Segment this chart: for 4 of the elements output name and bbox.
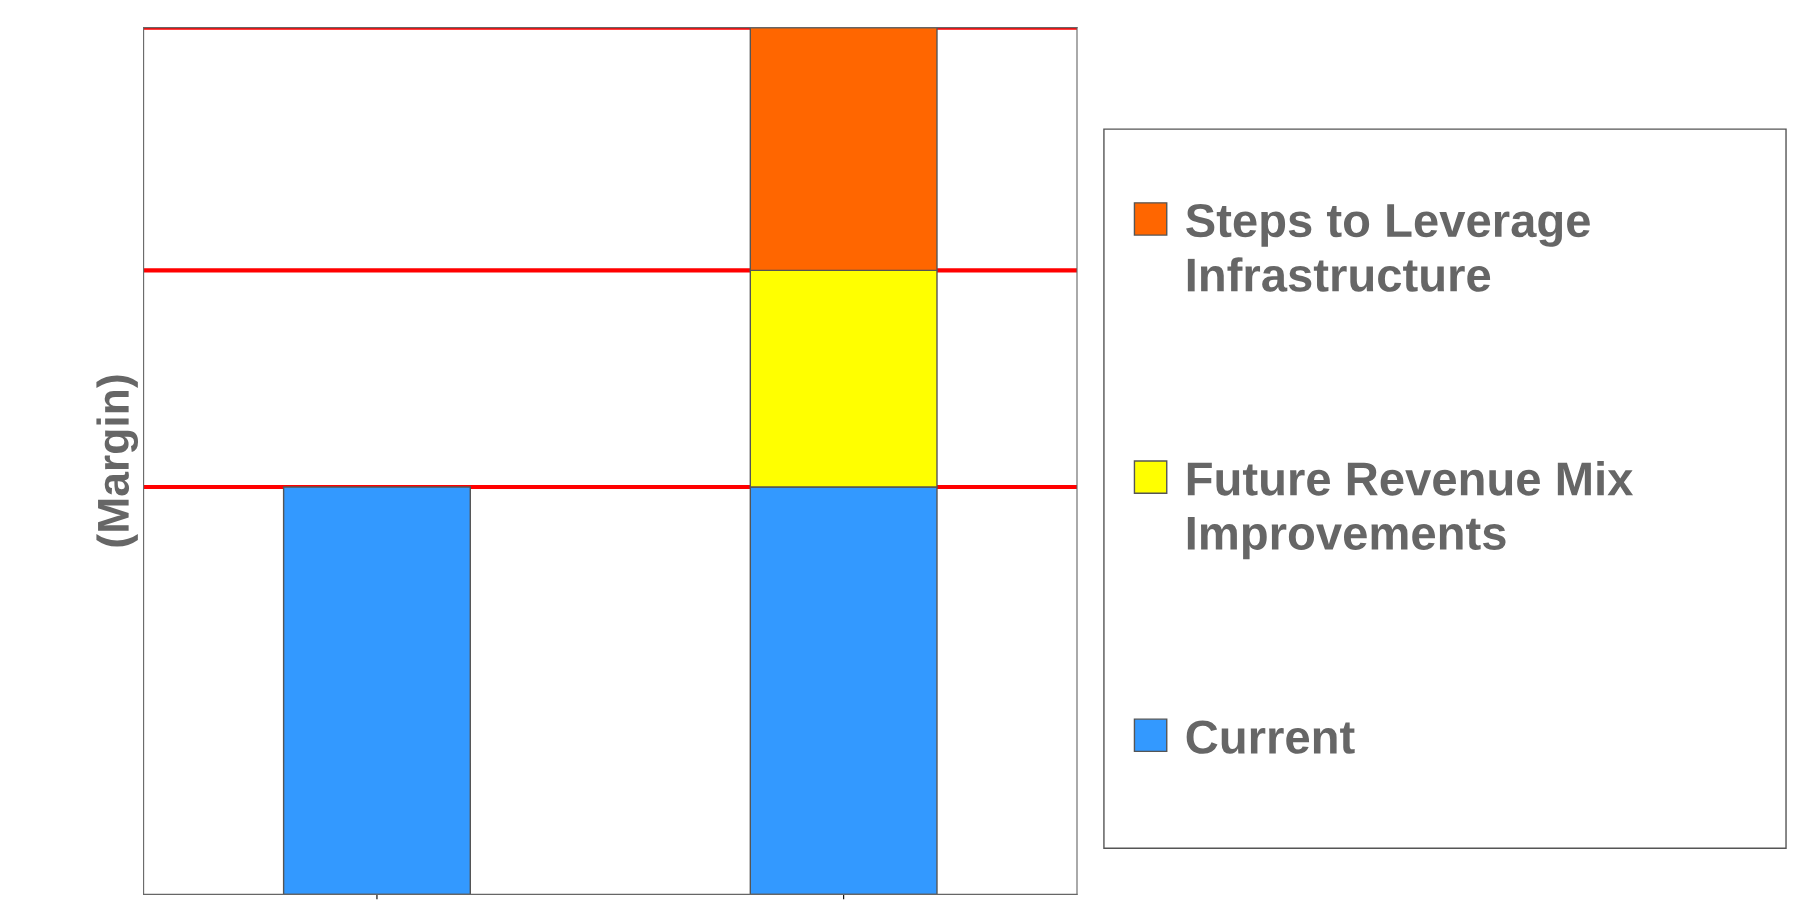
- legend-label: Future Revenue Mix Improvements: [1187, 461, 1634, 560]
- legend-label: Steps to Leverage Infrastructure: [1186, 203, 1590, 292]
- y-axis-title: (Margin): [96, 375, 139, 547]
- legend-label: Current: [1186, 720, 1355, 754]
